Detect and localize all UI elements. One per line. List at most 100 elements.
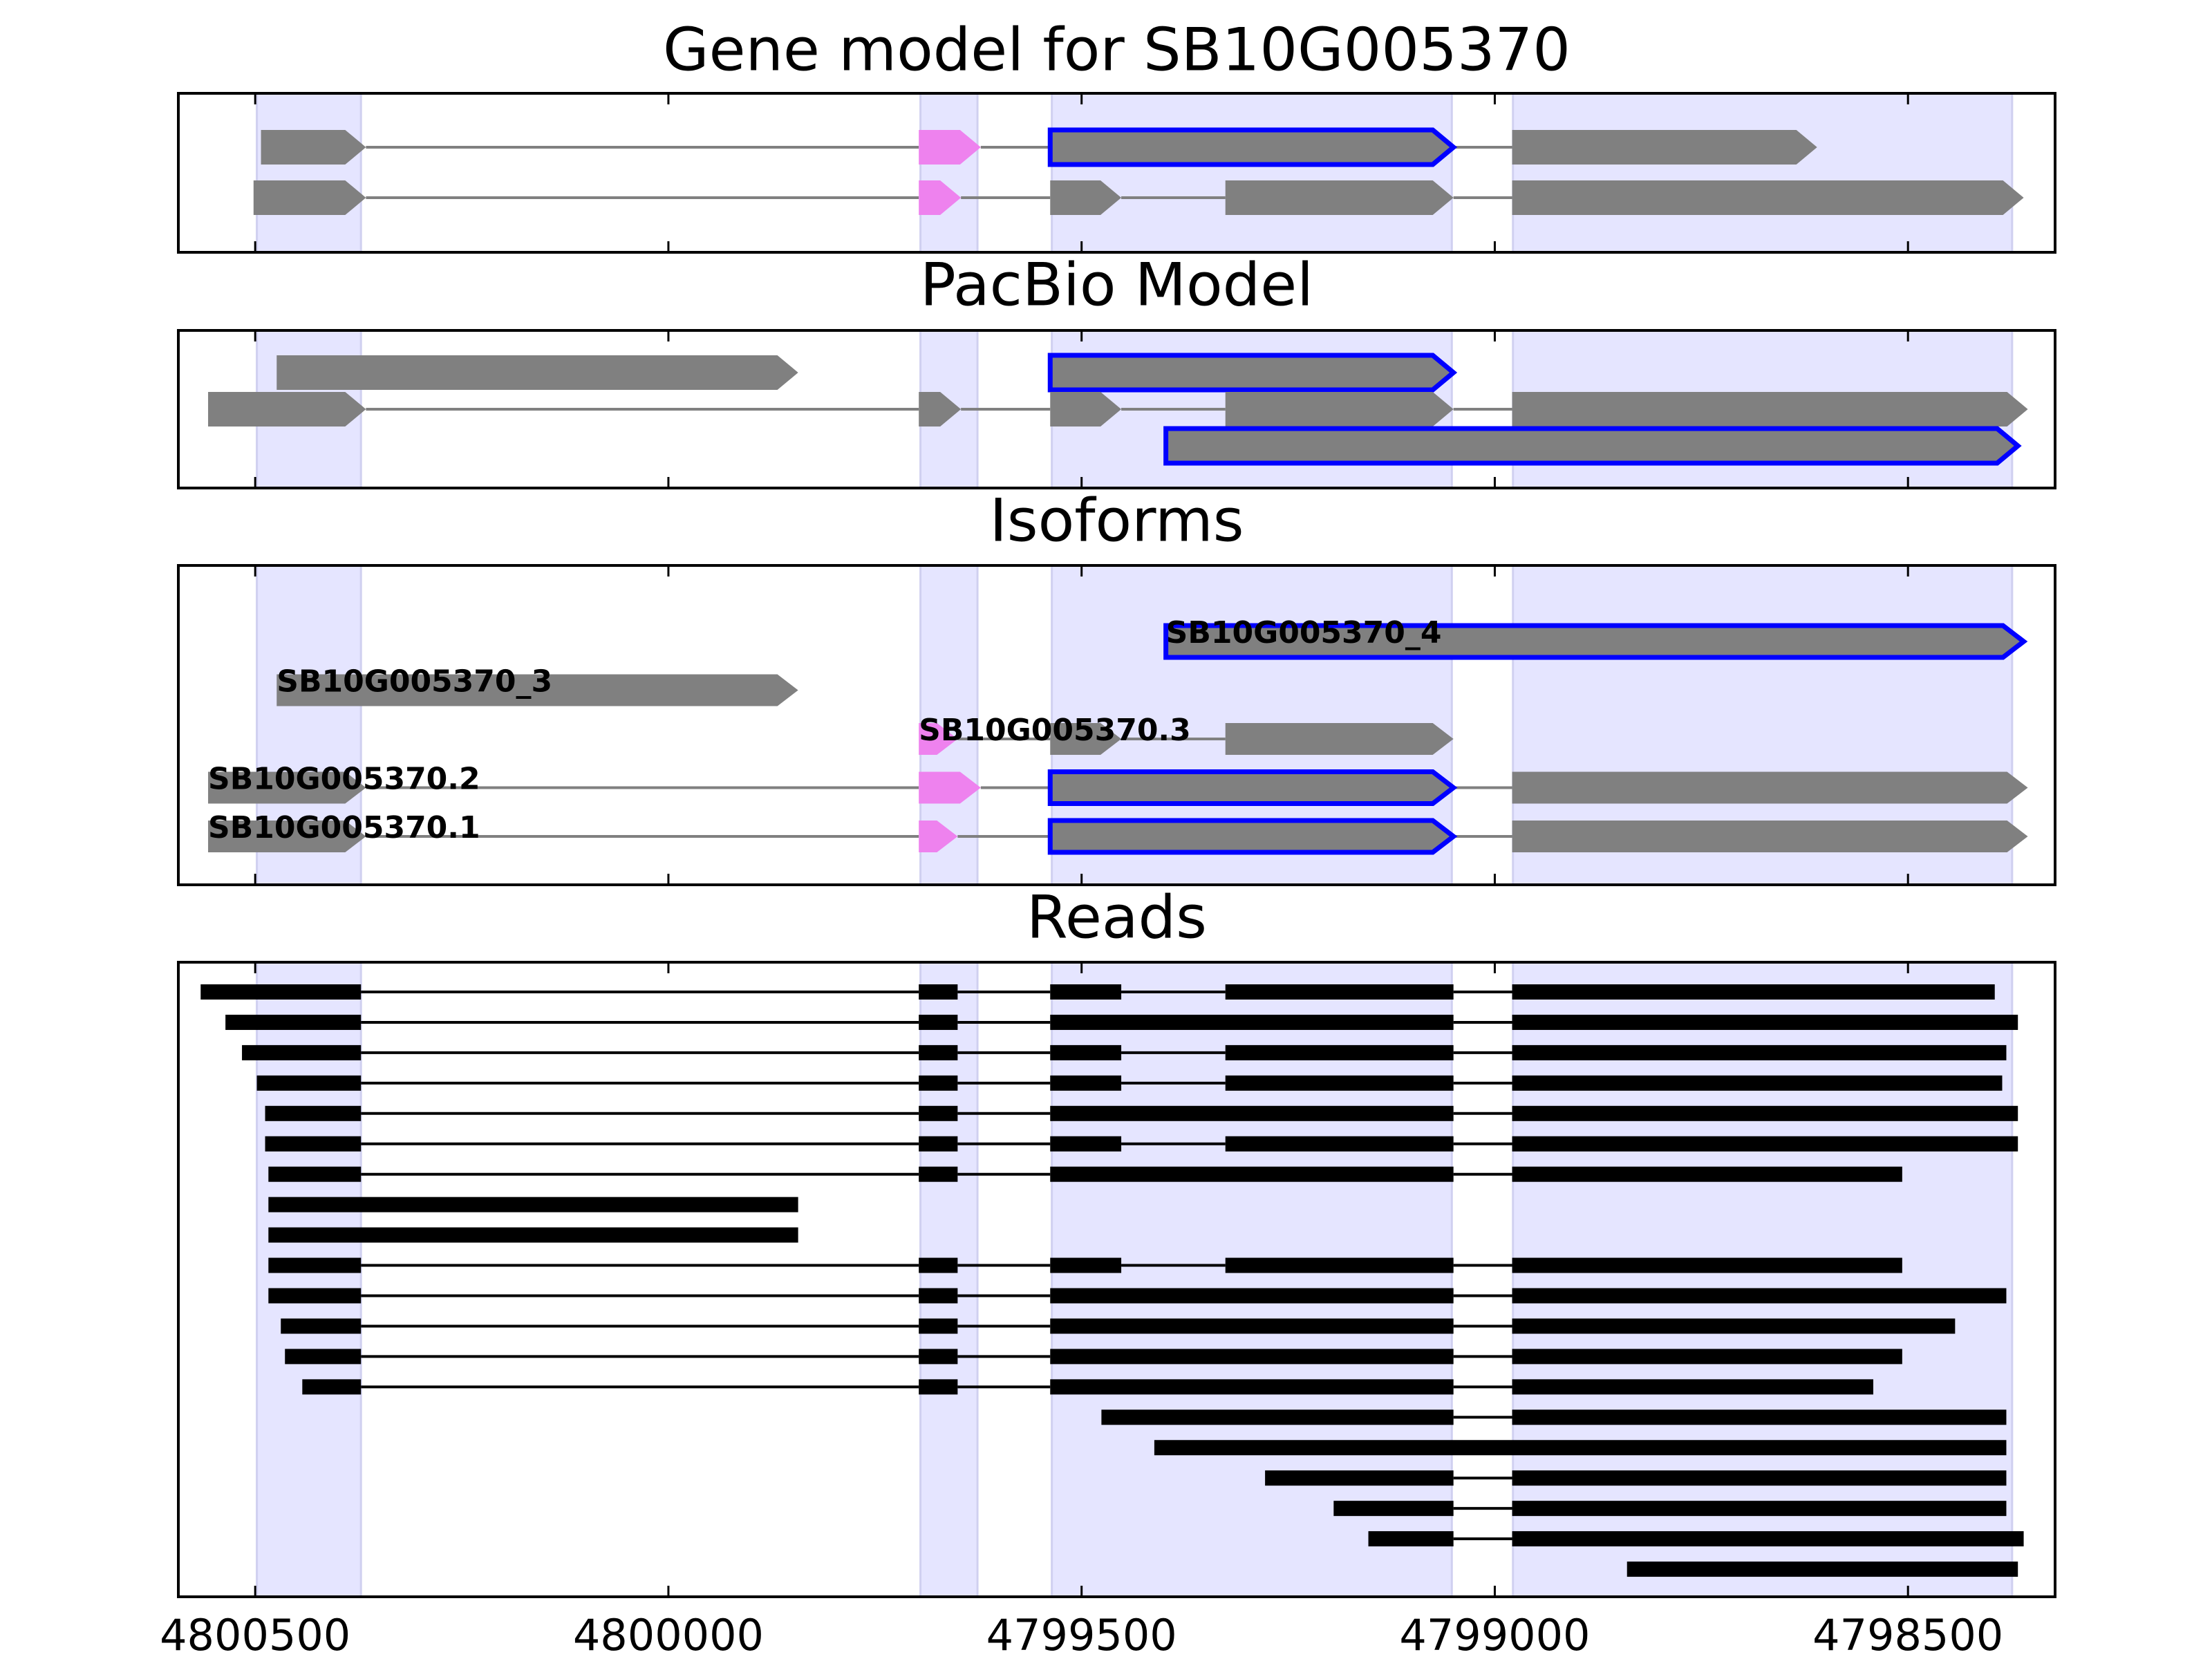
isoform-label: SB10G005370.2 (208, 762, 480, 797)
exon (1047, 818, 1458, 855)
read-block (268, 1227, 798, 1243)
read-block (1050, 1044, 1122, 1060)
read-block (268, 1288, 362, 1304)
read-block (1512, 1105, 2018, 1121)
read-block (1050, 1257, 1122, 1273)
panel-title: Gene model for SB10G005370 (663, 15, 1571, 84)
exon (919, 130, 981, 165)
exon (1225, 180, 1454, 215)
read-block (1050, 1014, 1454, 1030)
read-block (1512, 1409, 2007, 1425)
exon (1225, 723, 1454, 755)
read-block (1050, 1318, 1454, 1334)
read-block (1333, 1501, 1454, 1517)
read-block (919, 1136, 958, 1152)
read-block (1050, 1105, 1454, 1121)
read-block (225, 1014, 362, 1030)
read-block (1050, 1166, 1454, 1182)
read-block (1225, 1257, 1454, 1273)
exon (208, 821, 366, 852)
read-block (1512, 1531, 2024, 1547)
read-block (200, 984, 362, 1000)
read-block (1050, 1136, 1122, 1152)
read-block (242, 1044, 362, 1060)
exon-region (1512, 961, 2014, 1598)
read-block (285, 1349, 362, 1365)
read-block (919, 1075, 958, 1091)
exon (1225, 392, 1454, 427)
read-block (302, 1379, 362, 1395)
read-block (1225, 1136, 1454, 1152)
read-block (1512, 1318, 1956, 1334)
read-block (1050, 984, 1122, 1000)
read-block (268, 1166, 362, 1182)
read-block (919, 1014, 958, 1030)
read-block (1225, 1044, 1454, 1060)
read-block (1101, 1409, 1454, 1425)
exon-region (1051, 92, 1453, 254)
exon-region (919, 92, 979, 254)
read-block (919, 1044, 958, 1060)
exon (1163, 623, 2028, 660)
x-tick-label: 4799500 (986, 1610, 1177, 1659)
read-block (1050, 1349, 1454, 1365)
read-block (1512, 1349, 1902, 1365)
exon (1047, 353, 1458, 393)
exon-region (256, 961, 362, 1598)
read-block (256, 1075, 362, 1091)
panel-frame (177, 564, 2056, 886)
read-block (919, 1166, 958, 1182)
read-block (1512, 1136, 2018, 1152)
exon-region (1512, 92, 2014, 254)
exon (276, 674, 798, 706)
x-tick-label: 4800000 (573, 1610, 764, 1659)
exon (253, 180, 366, 215)
exon (261, 130, 366, 165)
read-block (1154, 1440, 2007, 1456)
exon (1512, 392, 2028, 427)
exon (1512, 130, 1817, 165)
exon-region (256, 92, 362, 254)
read-block (1050, 1075, 1122, 1091)
read-block (281, 1318, 362, 1334)
read-block (1225, 984, 1454, 1000)
read-block (1512, 1379, 1873, 1395)
read-block (268, 1257, 362, 1273)
panel-frame (177, 92, 2056, 254)
exon (1050, 723, 1122, 755)
exon (276, 355, 798, 390)
isoform-label: SB10G005370_3 (276, 664, 552, 700)
read-block (1512, 1044, 2007, 1060)
read-block (919, 1349, 958, 1365)
read-block (1050, 1379, 1454, 1395)
panel-title: Isoforms (989, 486, 1244, 555)
isoform-label: SB10G005370_4 (1166, 615, 1442, 650)
exon (919, 180, 962, 215)
read-block (919, 1379, 958, 1395)
panel-frame (177, 329, 2056, 489)
x-tick-label: 4799000 (1399, 1610, 1590, 1659)
read-block (919, 1288, 958, 1304)
exon (208, 392, 366, 427)
isoform-label: SB10G005370.1 (208, 810, 480, 845)
panel-frame (177, 961, 2056, 1598)
exon-region (1051, 961, 1453, 1598)
panel-title: PacBio Model (920, 250, 1313, 319)
exon (1050, 180, 1122, 215)
exon-region (919, 961, 979, 1598)
read-block (268, 1197, 798, 1212)
exon (1512, 821, 2028, 852)
read-block (1512, 1166, 1902, 1182)
read-block (919, 1318, 958, 1334)
read-block (1368, 1531, 1454, 1547)
exon (1047, 127, 1458, 167)
read-block (919, 984, 958, 1000)
exon (919, 821, 958, 852)
isoform-label: SB10G005370.3 (919, 713, 1191, 748)
exon (1050, 392, 1122, 427)
read-block (1512, 984, 1995, 1000)
read-block (1265, 1470, 1454, 1486)
read-block (1512, 1014, 2018, 1030)
exon (1512, 771, 2028, 804)
exon (919, 392, 962, 427)
